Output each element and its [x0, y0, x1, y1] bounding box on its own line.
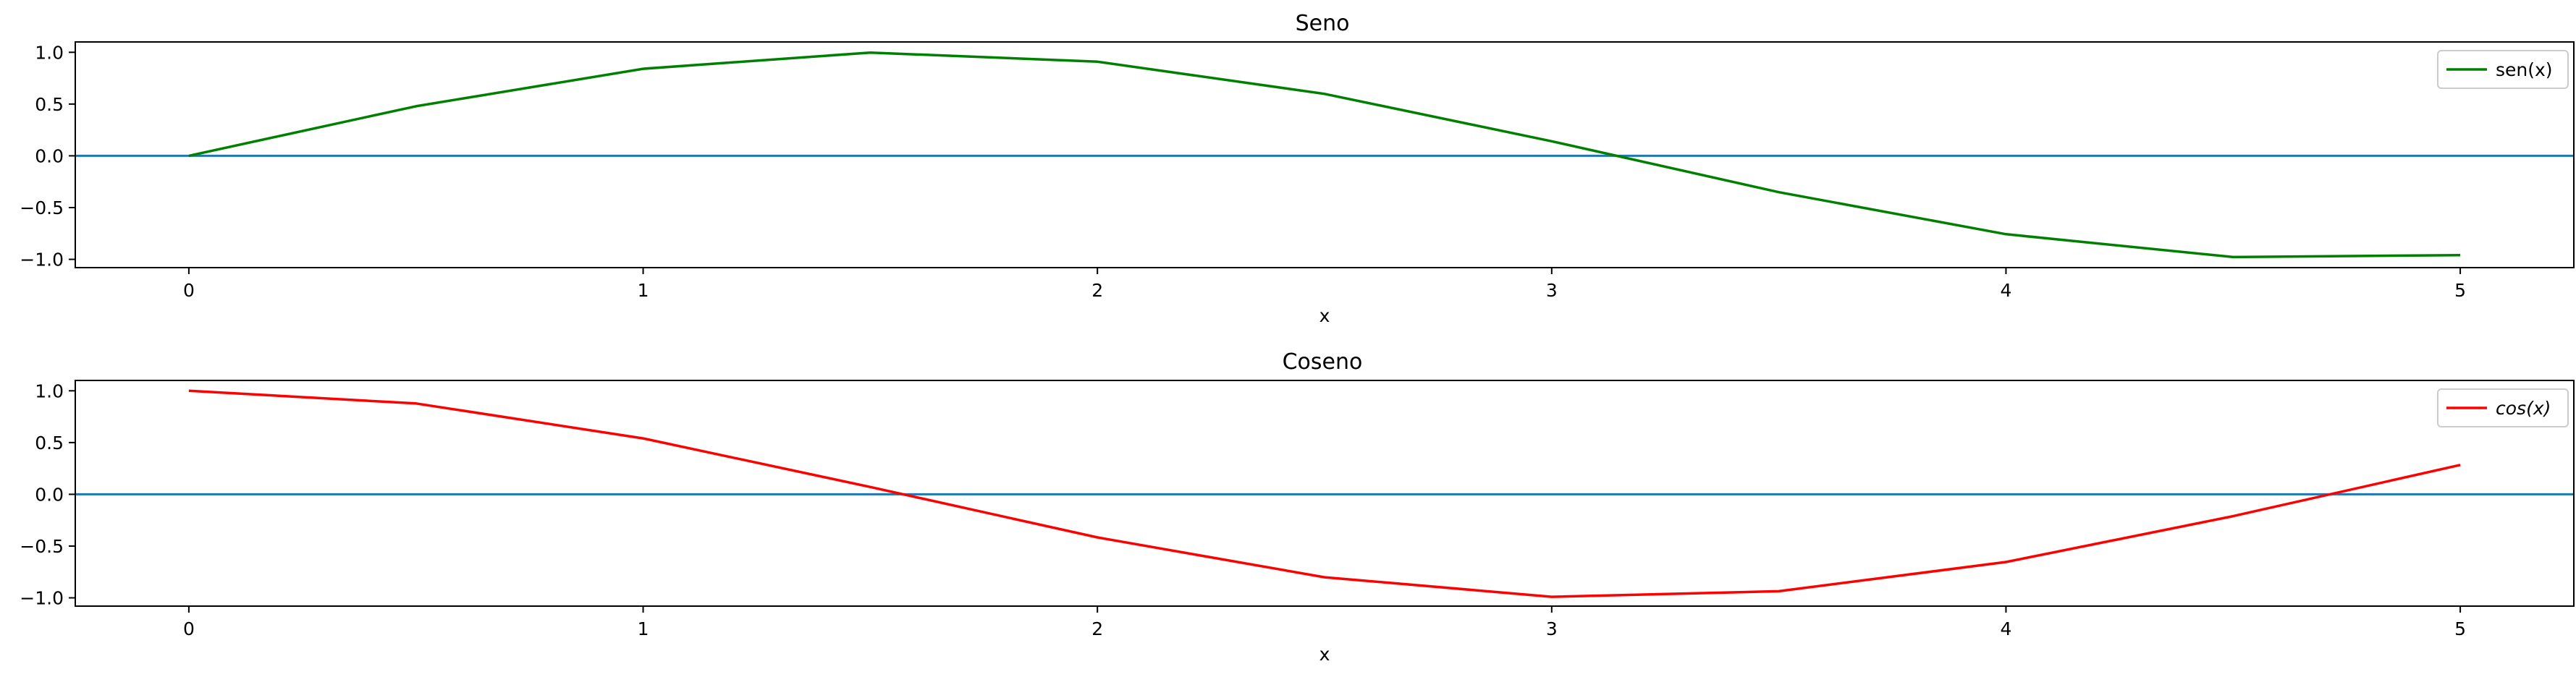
cosine-series-line: [188, 389, 2461, 598]
legend-box: [2437, 50, 2569, 89]
y-tick-label: 0.0: [35, 145, 64, 166]
y-tick-label: 0.5: [35, 94, 64, 115]
legend-label-cosine: cos(x): [2496, 398, 2551, 419]
x-tick-label: 1: [638, 618, 649, 639]
x-tick-label: 3: [1546, 618, 1558, 639]
cosine-subplot: Coseno 0 1 2 3 4 5 1.0 0.5 0.0 −0.5 −1.0 x cos(x): [20, 349, 2575, 665]
legend-label-sine: sen(x): [2496, 59, 2553, 80]
y-tick-label: 0.0: [35, 484, 64, 505]
legend-box: [2437, 388, 2569, 427]
x-tick-label: 0: [183, 618, 195, 639]
y-tick-label: 1.0: [35, 380, 64, 401]
legend: cos(x): [2437, 388, 2569, 427]
x-tick-label: 5: [2454, 618, 2466, 639]
x-tick-label: 4: [2001, 618, 2012, 639]
sine-subplot: Seno 0 1 2 3 4 5 1.0 0.5 0.0 −0.5 −1.0 x sen(x): [20, 11, 2575, 326]
x-tick-label: 2: [1091, 280, 1103, 301]
chart-title: Seno: [1296, 11, 1350, 36]
y-tick-label: −1.0: [20, 588, 64, 609]
y-tick-label: −0.5: [20, 536, 64, 557]
axes-frame: [75, 380, 2575, 607]
x-tick-label: 5: [2454, 280, 2466, 301]
chart-title: Coseno: [1283, 349, 1363, 375]
axes-frame: [75, 41, 2575, 268]
x-tick-label: 2: [1091, 618, 1103, 639]
x-tick-label: 4: [2001, 280, 2012, 301]
sine-series-line: [188, 51, 2461, 259]
x-axis-label: x: [1319, 305, 1330, 326]
y-tick-label: 0.5: [35, 433, 64, 454]
x-tick-label: 0: [183, 280, 195, 301]
legend: sen(x): [2437, 50, 2569, 89]
x-axis-label: x: [1319, 644, 1330, 665]
y-tick-label: −1.0: [20, 250, 64, 271]
axis-ticks: 0 1 2 3 4 5 1.0 0.5 0.0 −0.5 −1.0: [20, 380, 2466, 639]
y-tick-label: −0.5: [20, 197, 64, 218]
x-tick-label: 3: [1546, 280, 1558, 301]
axis-ticks: 0 1 2 3 4 5 1.0 0.5 0.0 −0.5 −1.0: [20, 42, 2466, 301]
x-tick-label: 1: [638, 280, 649, 301]
y-tick-label: 1.0: [35, 42, 64, 63]
